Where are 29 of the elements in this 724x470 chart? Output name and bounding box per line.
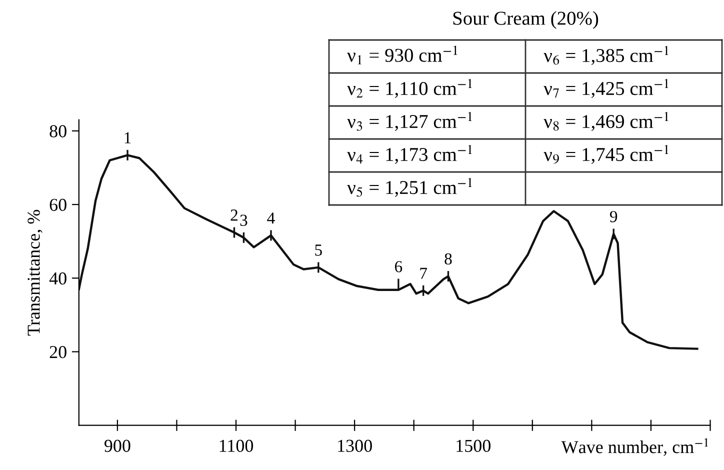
annotation: 6 xyxy=(394,261,402,272)
annotation: 1 xyxy=(124,132,131,144)
annotation: 2 xyxy=(230,210,238,221)
annotation: 4 xyxy=(267,212,275,224)
x-axis-title: Wave number, cm$^{−1}$ xyxy=(561,438,708,456)
text: ν$_{7}$ = 1,425 cm$^{−1}$ xyxy=(544,78,668,98)
y-tick-label: 40 xyxy=(49,272,66,285)
text: ν$_{1}$ = 930 cm$^{−1}$ xyxy=(347,46,458,64)
text: ν$_{2}$ = 1,110 cm$^{−1}$ xyxy=(347,78,472,98)
x-tick-label: 900 xyxy=(104,440,130,452)
y-tick-label: 80 xyxy=(50,125,66,138)
annotation: ν$_{3}$ = 1,127 cm$^{−1}$ xyxy=(347,112,472,131)
x-tick-label: 1300 xyxy=(338,440,372,452)
text: ν$_{6}$ = 1,385 cm$^{−1}$ xyxy=(544,46,668,65)
annotation: ν$_{5}$ = 1,251 cm$^{−1}$ xyxy=(347,178,472,197)
chart-title: Sour Cream (20%) xyxy=(453,11,598,29)
annotation: 9 xyxy=(610,211,618,222)
annotation: 3 xyxy=(240,214,248,226)
x-tick-label: 1100 xyxy=(220,440,254,452)
annotation: 7 xyxy=(420,268,428,279)
annotation: 5 xyxy=(315,244,322,256)
annotation: ν$_{4}$ = 1,173 cm$^{−1}$ xyxy=(347,144,472,164)
annotation: 8 xyxy=(444,253,452,265)
x-tick-label: 1500 xyxy=(456,440,490,452)
y-axis-title: Transmittance, % xyxy=(28,210,42,336)
annotation: ν$_{9}$ = 1,745 cm$^{−1}$ xyxy=(544,144,668,164)
y-tick-label: 60 xyxy=(50,198,66,211)
y-tick-label: 20 xyxy=(50,346,66,358)
annotation: ν$_{8}$ = 1,469 cm$^{−1}$ xyxy=(544,112,668,131)
